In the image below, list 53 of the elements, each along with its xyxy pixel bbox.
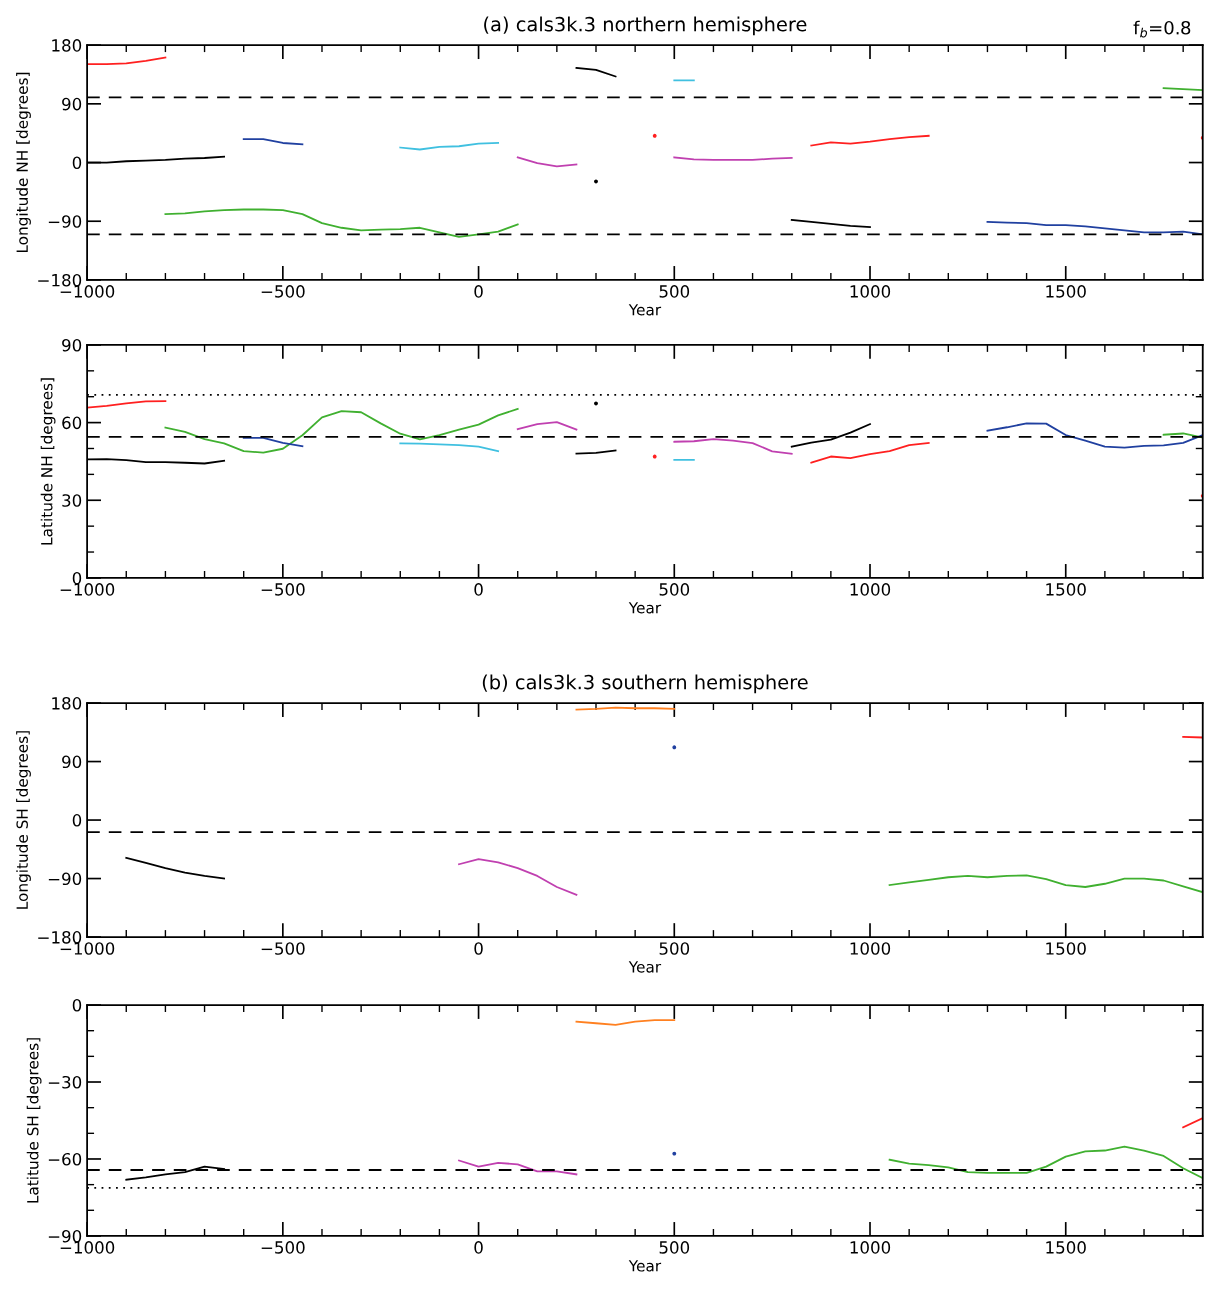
x-axis-title: Year bbox=[628, 1260, 662, 1272]
y-tick-label: −60 bbox=[48, 1152, 82, 1166]
x-tick-label: 500 bbox=[659, 583, 690, 596]
y-tick-label: 0 bbox=[72, 999, 82, 1012]
x-tick-label: 500 bbox=[659, 285, 690, 298]
x-tick-label: −1000 bbox=[60, 583, 115, 596]
x-tick-label: 500 bbox=[659, 1241, 690, 1254]
x-axis-title: Year bbox=[628, 304, 662, 316]
x-tick-label: −500 bbox=[261, 583, 305, 596]
x-tick-label: 1500 bbox=[1046, 942, 1086, 955]
x-tick-label: 1000 bbox=[850, 1241, 891, 1254]
y-axis-title: Longitude NH [degrees] bbox=[16, 72, 31, 253]
y-tick-label: 180 bbox=[52, 697, 82, 710]
x-tick-label: 1500 bbox=[1046, 583, 1086, 596]
y-tick-label: 180 bbox=[52, 39, 82, 52]
x-axis-title: Year bbox=[628, 961, 662, 973]
y-tick-label: −30 bbox=[48, 1075, 82, 1089]
x-tick-label: 1500 bbox=[1046, 285, 1086, 298]
chart-title: (b) cals3k.3 southern hemisphere bbox=[482, 674, 808, 694]
x-tick-label: 500 bbox=[659, 942, 690, 955]
y-tick-label: 90 bbox=[62, 97, 82, 111]
x-tick-label: 0 bbox=[474, 285, 483, 298]
x-tick-label: −1000 bbox=[60, 285, 115, 298]
y-tick-label: 30 bbox=[62, 494, 82, 507]
x-tick-label: −500 bbox=[261, 285, 305, 298]
y-tick-label: −180 bbox=[38, 273, 82, 287]
y-tick-label: 0 bbox=[72, 571, 82, 585]
y-tick-label: −90 bbox=[48, 215, 82, 228]
x-axis-title: Year bbox=[628, 602, 662, 614]
chart-title: (a) cals3k.3 northern hemisphere bbox=[484, 16, 807, 36]
x-tick-label: −500 bbox=[261, 1241, 305, 1254]
x-tick-label: 0 bbox=[474, 583, 483, 596]
y-axis-title: Latitude SH [degrees] bbox=[26, 1038, 42, 1203]
x-tick-label: 1000 bbox=[850, 285, 891, 298]
y-tick-label: 0 bbox=[72, 156, 82, 170]
y-axis-title: Longitude SH [degrees] bbox=[16, 731, 31, 909]
y-tick-label: −90 bbox=[48, 1229, 82, 1243]
y-tick-label: 90 bbox=[62, 338, 82, 352]
x-tick-label: 0 bbox=[474, 942, 483, 955]
x-tick-label: −500 bbox=[261, 942, 305, 955]
x-tick-label: −1000 bbox=[60, 1241, 115, 1254]
y-axis-title: Latitude NH [degrees] bbox=[40, 378, 56, 545]
y-tick-label: −180 bbox=[38, 931, 82, 944]
y-tick-label: 90 bbox=[62, 755, 82, 769]
y-tick-label: 0 bbox=[72, 814, 82, 827]
y-tick-label: 60 bbox=[62, 416, 82, 430]
x-tick-label: 0 bbox=[474, 1241, 483, 1254]
x-tick-label: 1000 bbox=[850, 942, 891, 955]
x-tick-label: 1500 bbox=[1046, 1241, 1086, 1254]
x-tick-label: 1000 bbox=[850, 583, 891, 596]
y-tick-label: −90 bbox=[48, 872, 82, 886]
text: f$_{b}$=0.8 bbox=[1133, 20, 1191, 38]
x-tick-label: −1000 bbox=[60, 942, 115, 955]
